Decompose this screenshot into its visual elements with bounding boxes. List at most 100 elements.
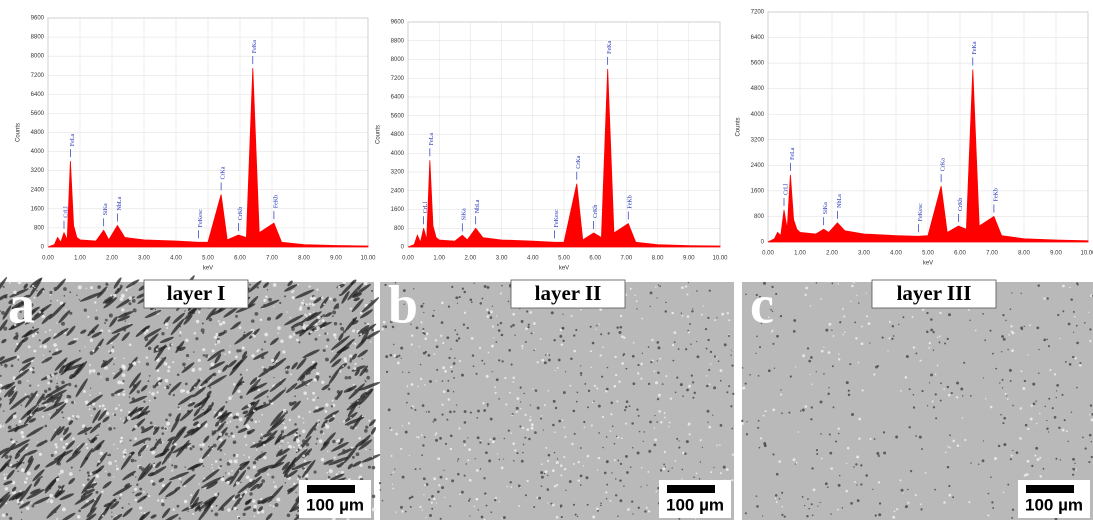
speck xyxy=(580,447,582,449)
speck xyxy=(2,513,6,517)
x-tick-label: 7.00 xyxy=(621,256,633,262)
speck xyxy=(263,444,265,446)
speck xyxy=(43,355,44,356)
speck xyxy=(253,509,256,512)
speck xyxy=(121,507,123,509)
speck xyxy=(150,422,153,425)
speck xyxy=(457,473,460,476)
speck xyxy=(901,489,904,492)
peak-label: SiKa xyxy=(462,208,468,220)
speck xyxy=(548,454,551,457)
speck xyxy=(665,310,667,312)
speck xyxy=(804,294,806,296)
speck xyxy=(105,471,106,472)
speck xyxy=(441,321,444,324)
speck xyxy=(731,365,733,367)
speck xyxy=(453,411,455,413)
speck xyxy=(624,409,626,411)
speck xyxy=(212,349,215,352)
speck xyxy=(129,297,133,301)
peak-label: CrLl xyxy=(423,202,429,214)
speck xyxy=(649,421,652,424)
speck xyxy=(26,506,30,510)
speck xyxy=(638,415,640,417)
speck xyxy=(531,332,533,334)
speck xyxy=(210,380,212,382)
speck xyxy=(156,369,159,372)
speck xyxy=(776,335,779,338)
speck xyxy=(892,325,894,327)
speck xyxy=(89,405,90,406)
speck xyxy=(393,344,394,345)
speck xyxy=(562,340,564,342)
speck xyxy=(174,465,178,469)
speck xyxy=(434,418,437,421)
speck xyxy=(306,385,307,386)
speck xyxy=(95,474,99,478)
speck xyxy=(115,407,118,410)
speck xyxy=(621,437,623,439)
speck xyxy=(633,342,635,344)
speck xyxy=(236,426,239,429)
speck xyxy=(348,376,351,379)
speck xyxy=(772,408,775,411)
speck xyxy=(742,367,744,369)
speck xyxy=(394,469,395,470)
speck xyxy=(113,427,115,429)
speck xyxy=(513,460,515,462)
speck xyxy=(868,322,871,325)
speck xyxy=(657,360,658,361)
speck xyxy=(271,476,274,479)
speck xyxy=(4,364,8,368)
y-tick-label: 800 xyxy=(394,226,405,232)
speck xyxy=(129,396,131,398)
speck xyxy=(6,513,8,515)
speck xyxy=(900,390,902,392)
speck xyxy=(707,317,709,319)
speck xyxy=(256,449,258,451)
speck xyxy=(215,343,217,345)
speck xyxy=(490,310,493,313)
speck xyxy=(158,382,161,385)
speck xyxy=(331,405,333,407)
speck xyxy=(380,489,382,491)
speck xyxy=(776,501,778,503)
speck xyxy=(599,324,600,325)
y-tick-label: 7200 xyxy=(31,73,45,79)
speck xyxy=(45,425,48,428)
speck xyxy=(190,447,193,450)
speck xyxy=(765,410,767,412)
speck xyxy=(596,325,598,327)
speck xyxy=(1056,397,1057,398)
speck xyxy=(257,286,259,288)
speck xyxy=(519,426,521,428)
speck xyxy=(82,484,85,487)
speck xyxy=(821,458,823,460)
speck xyxy=(728,385,730,387)
peak-label: CrKb xyxy=(958,198,964,211)
speck xyxy=(482,402,484,404)
speck xyxy=(617,515,619,517)
speck xyxy=(658,410,661,413)
speck xyxy=(522,452,524,454)
speck xyxy=(943,388,945,390)
speck xyxy=(664,412,666,414)
speck xyxy=(662,383,664,385)
peak-label: FeKb xyxy=(273,195,279,208)
speck xyxy=(168,413,171,416)
speck xyxy=(86,288,87,289)
speck xyxy=(329,469,333,473)
speck xyxy=(714,319,716,321)
speck xyxy=(302,418,304,420)
speck xyxy=(592,401,594,403)
speck xyxy=(883,452,886,455)
speck xyxy=(939,335,941,337)
speck xyxy=(554,431,556,433)
speck xyxy=(838,433,840,435)
speck xyxy=(123,391,125,393)
speck xyxy=(745,294,747,296)
speck xyxy=(263,456,266,459)
speck xyxy=(6,473,7,474)
speck xyxy=(663,463,665,465)
speck xyxy=(310,330,313,333)
